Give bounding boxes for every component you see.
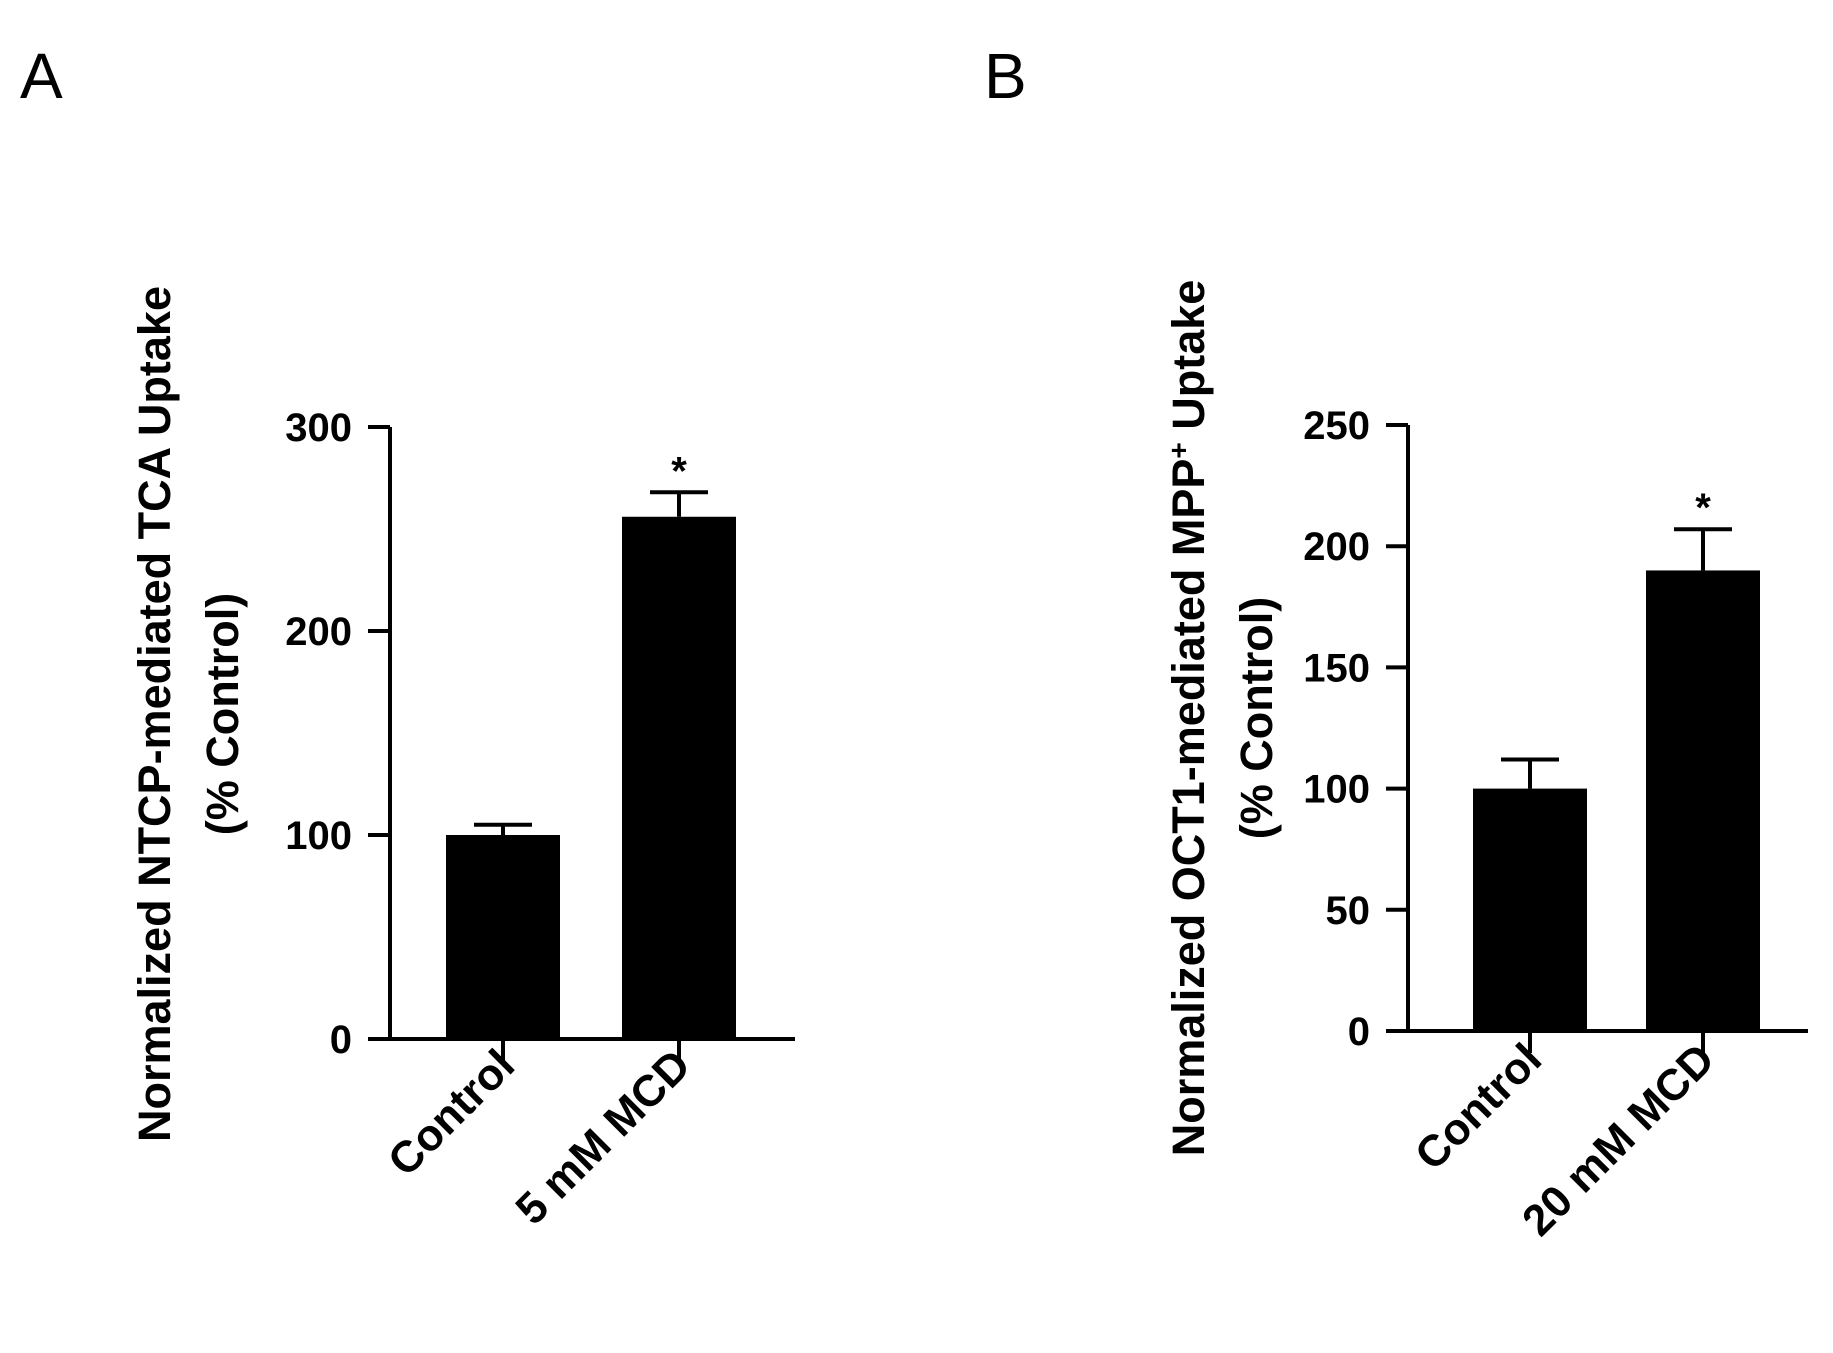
y-tick-label: 150 bbox=[1303, 646, 1370, 690]
x-tick-label: 5 mM MCD bbox=[506, 1040, 700, 1234]
bar bbox=[446, 835, 560, 1039]
y-axis-subtitle-a: (% Control) bbox=[197, 593, 248, 835]
y-axis-title-b: Normalized OCT1-mediated MPP+ Uptake bbox=[1163, 280, 1214, 1157]
y-tick-label: 300 bbox=[285, 406, 352, 450]
y-tick-label: 200 bbox=[285, 610, 352, 654]
y-axis-title-b-main: Normalized OCT1-mediated MPP bbox=[1163, 459, 1214, 1157]
x-tick-label: Control bbox=[1406, 1034, 1551, 1179]
x-tick-label: Control bbox=[379, 1040, 524, 1185]
bar bbox=[1473, 788, 1587, 1031]
y-tick-label: 0 bbox=[330, 1018, 352, 1062]
y-axis-title-b-tail: Uptake bbox=[1163, 280, 1214, 443]
bar bbox=[1646, 570, 1760, 1031]
panel-letter-b: B bbox=[984, 40, 1027, 112]
y-axis-title-b-sup: + bbox=[1163, 442, 1194, 458]
panel-letter-a: A bbox=[20, 40, 63, 112]
panel-b: B Normalized OCT1-mediated MPP+ Uptake (… bbox=[984, 40, 1808, 1245]
y-tick-label: 200 bbox=[1303, 525, 1370, 569]
significance-marker: * bbox=[1695, 486, 1711, 530]
bar bbox=[622, 516, 736, 1039]
y-tick-label: 100 bbox=[1303, 768, 1370, 812]
panel-a: A Normalized NTCP-mediated TCA Uptake (%… bbox=[20, 40, 795, 1234]
y-tick-label: 0 bbox=[1348, 1010, 1370, 1054]
y-tick-label: 100 bbox=[285, 814, 352, 858]
y-axis-title-a: Normalized NTCP-mediated TCA Uptake bbox=[129, 286, 180, 1142]
y-tick-label: 50 bbox=[1326, 889, 1371, 933]
plot-area-a: 0 100 200 300 Control * 5 mM MCD bbox=[285, 406, 795, 1234]
significance-marker: * bbox=[671, 449, 687, 493]
y-tick-label: 250 bbox=[1303, 404, 1370, 448]
y-axis-subtitle-b: (% Control) bbox=[1231, 597, 1282, 839]
